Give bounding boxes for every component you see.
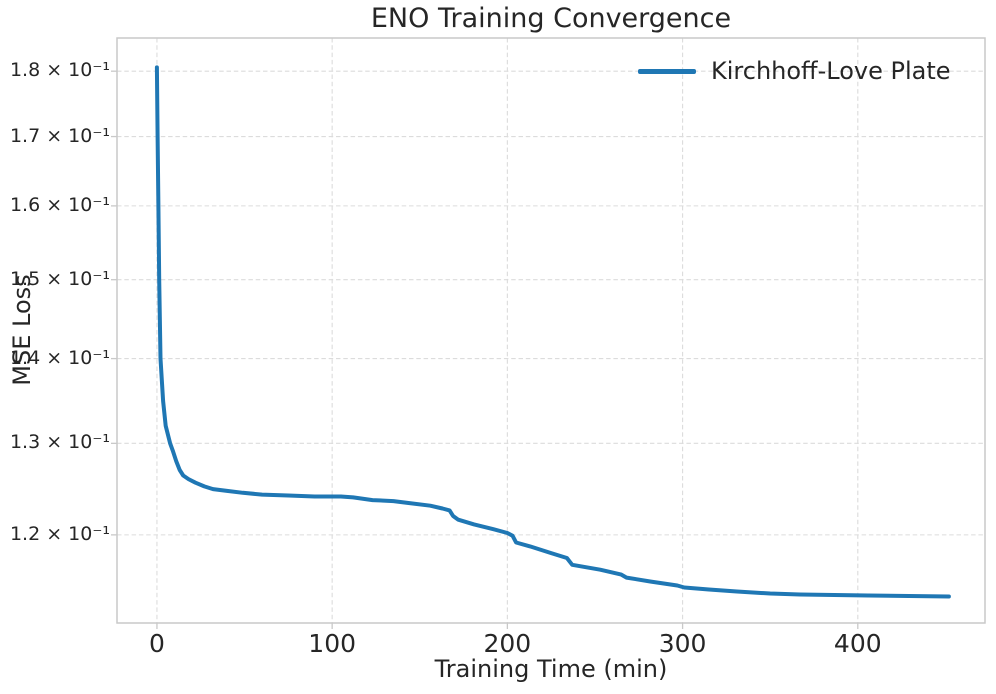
y-tick-label: 1.3 × 10⁻¹ [9,431,110,454]
y-tick-label: 1.7 × 10⁻¹ [9,124,110,147]
legend-line-sample [638,68,696,74]
legend-label: Kirchhoff-Love Plate [711,57,951,85]
y-tick-label: 1.6 × 10⁻¹ [9,193,110,216]
x-tick-label: 100 [308,629,357,658]
x-tick-label: 200 [483,629,532,658]
legend: Kirchhoff-Love Plate [638,57,951,85]
x-axis-label: Training Time (min) [434,655,668,683]
x-tick-label: 0 [148,629,165,658]
y-tick-label: 1.2 × 10⁻¹ [9,522,110,545]
chart-title: ENO Training Convergence [370,3,732,34]
plot-border [116,37,986,624]
y-tick-label: 1.4 × 10⁻¹ [9,346,110,369]
y-tick-label: 1.5 × 10⁻¹ [9,267,110,290]
x-tick-label: 300 [658,629,707,658]
series-line-kirchhoff-love-plate [154,65,951,599]
y-axis-label: MSE Loss [8,274,36,386]
x-tick-label: 400 [833,629,882,658]
y-tick-label: 1.8 × 10⁻¹ [9,59,110,82]
